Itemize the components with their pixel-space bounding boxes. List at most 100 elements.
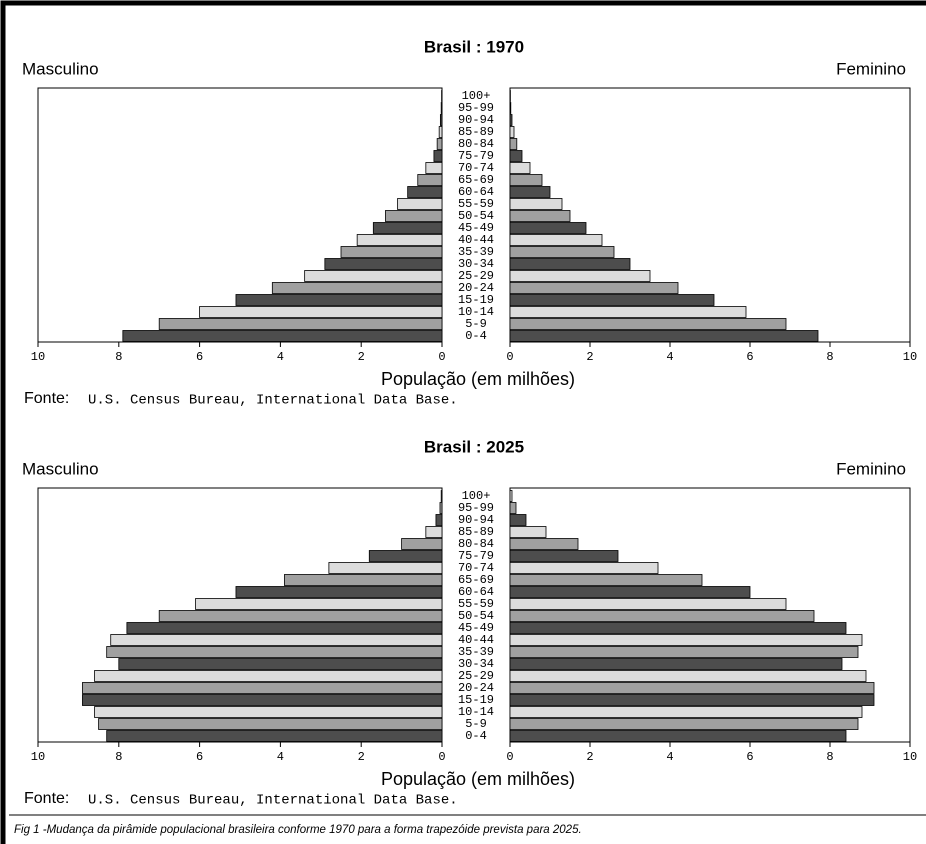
bar — [509, 598, 787, 610]
x-tick-label: 8 — [115, 350, 122, 364]
bar — [436, 138, 443, 150]
bar — [509, 138, 518, 150]
age-label: 0-4 — [465, 329, 487, 343]
age-label: 15-19 — [458, 293, 494, 307]
age-label: 10-14 — [458, 705, 494, 719]
bar — [372, 222, 443, 234]
age-label: 85-89 — [458, 125, 494, 139]
age-label: 100+ — [462, 489, 491, 503]
bar — [284, 574, 443, 586]
bar — [509, 318, 787, 330]
x-tick-label: 8 — [826, 350, 833, 364]
bar — [509, 538, 579, 550]
x-tick-label: 0 — [506, 750, 513, 764]
bar — [235, 586, 443, 598]
age-label: 5-9 — [465, 717, 487, 731]
bar — [417, 174, 443, 186]
age-label: 75-79 — [458, 149, 494, 163]
bar — [509, 550, 619, 562]
bar — [356, 234, 443, 246]
bar — [433, 150, 443, 162]
bar — [407, 186, 443, 198]
bar — [304, 270, 443, 282]
age-label: 65-69 — [458, 173, 494, 187]
x-axis-label: População (em milhões) — [381, 369, 575, 389]
bar — [509, 270, 651, 282]
age-label: 60-64 — [458, 185, 494, 199]
bar — [509, 246, 615, 258]
bar — [439, 114, 443, 126]
bar — [118, 658, 443, 670]
bar — [509, 174, 543, 186]
bar — [82, 694, 443, 706]
x-tick-label: 4 — [277, 750, 284, 764]
bar — [440, 490, 443, 502]
bar — [106, 646, 443, 658]
age-label: 20-24 — [458, 681, 494, 695]
bar — [438, 126, 443, 138]
source: U.S. Census Bureau, International Data B… — [88, 393, 458, 409]
bar — [425, 526, 443, 538]
bar — [271, 282, 443, 294]
bar — [509, 658, 843, 670]
bar — [509, 526, 547, 538]
bar — [158, 318, 443, 330]
age-label: 80-84 — [458, 537, 494, 551]
x-tick-label: 6 — [196, 350, 203, 364]
age-label: 90-94 — [458, 513, 494, 527]
bar — [94, 670, 443, 682]
bar — [509, 706, 863, 718]
bar — [509, 114, 513, 126]
age-label: 90-94 — [458, 113, 494, 127]
age-label: 5-9 — [465, 317, 487, 331]
bar — [509, 610, 815, 622]
x-tick-label: 4 — [277, 350, 284, 364]
bar — [509, 186, 551, 198]
x-tick-label: 2 — [586, 750, 593, 764]
age-label: 30-34 — [458, 657, 494, 671]
bar — [509, 258, 631, 270]
x-tick-label: 10 — [31, 350, 45, 364]
side-label: Feminino — [836, 459, 906, 478]
bar — [509, 718, 859, 730]
bar — [235, 294, 443, 306]
age-label: 25-29 — [458, 269, 494, 283]
x-tick-label: 4 — [666, 750, 673, 764]
bar — [94, 706, 443, 718]
bar — [385, 210, 443, 222]
bar — [509, 306, 747, 318]
age-label: 70-74 — [458, 561, 494, 575]
x-tick-label: 2 — [358, 350, 365, 364]
chart-title: Brasil : 1970 — [424, 37, 524, 56]
bar — [509, 622, 847, 634]
bar — [509, 490, 513, 502]
age-label: 0-4 — [465, 729, 487, 743]
x-tick-label: 8 — [115, 750, 122, 764]
x-tick-label: 6 — [196, 750, 203, 764]
age-label: 35-39 — [458, 245, 494, 259]
age-label: 55-59 — [458, 197, 494, 211]
bar — [195, 598, 443, 610]
bar — [509, 502, 517, 514]
bar — [509, 682, 875, 694]
x-tick-label: 4 — [666, 350, 673, 364]
bar — [340, 246, 443, 258]
bar — [509, 646, 859, 658]
age-label: 100+ — [462, 89, 491, 103]
side-label: Feminino — [836, 59, 906, 78]
age-label: 85-89 — [458, 525, 494, 539]
source: U.S. Census Bureau, International Data B… — [88, 793, 458, 809]
caption: Fig 1 -Mudança da pirâmide populacional … — [14, 824, 582, 836]
x-tick-label: 10 — [31, 750, 45, 764]
age-label: 45-49 — [458, 221, 494, 235]
source-label: Fonte: — [24, 390, 69, 407]
age-label: 60-64 — [458, 585, 494, 599]
bar — [126, 622, 443, 634]
bar — [158, 610, 443, 622]
bar — [324, 258, 443, 270]
bar — [509, 574, 703, 586]
x-tick-label: 2 — [358, 750, 365, 764]
